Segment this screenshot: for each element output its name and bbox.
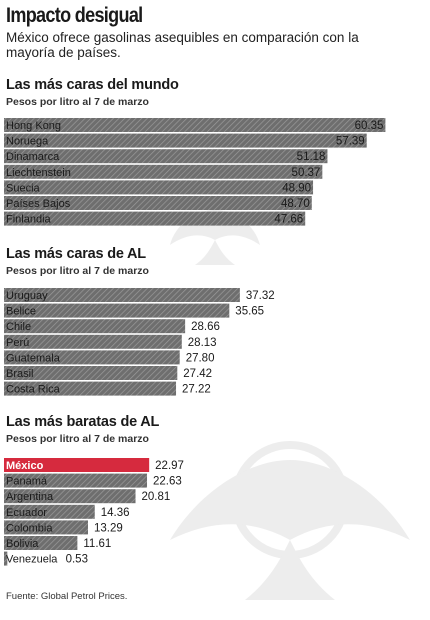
chart-al-most-expensive: Uruguay 37.32 Belice 35.65 Chile 28.66 Perú 28.…	[0, 288, 430, 400]
page-subtitle: México ofrece gasolinas asequibles en co…	[6, 30, 359, 60]
category-label-ecuador: Ecuador	[6, 507, 47, 519]
category-label-peru: Perú	[6, 337, 29, 349]
chart-world-svg: Hong Kong 60.35 Noruega 57.39 Dinamarca 51.18…	[4, 118, 386, 226]
value-label-costa-rica: 27.22	[182, 384, 211, 396]
value-label-argentina: 20.81	[142, 491, 171, 503]
category-label-finlandia: Finlandia	[6, 214, 52, 226]
bar-bolivia	[4, 536, 78, 550]
value-label-belice: 35.65	[235, 306, 264, 318]
bar-hong-kong	[4, 118, 386, 132]
category-label-venezuela: Venezuela	[6, 554, 58, 566]
bar-ecuador	[4, 504, 95, 519]
bar-colombia	[4, 520, 88, 535]
value-label-peru: 28.13	[188, 337, 217, 349]
bar-mexico	[4, 458, 150, 472]
bar-venezuela	[4, 551, 8, 566]
value-label-venezuela: 0.53	[66, 554, 88, 566]
value-label-noruega: 57.39	[336, 136, 365, 148]
bar-chile	[4, 319, 186, 334]
value-label-mexico: 22.97	[155, 460, 184, 472]
value-label-liechtenstein: 50.37	[292, 167, 321, 179]
category-label-uruguay: Uruguay	[6, 290, 48, 302]
value-label-suecia: 48.90	[282, 182, 311, 194]
category-label-brasil: Brasil	[6, 368, 34, 380]
category-label-guatemala: Guatemala	[6, 352, 61, 364]
bar-dinamarca	[4, 149, 328, 164]
chart-world-most-expensive: Hong Kong 60.35 Noruega 57.39 Dinamarca 51.18…	[0, 118, 430, 230]
category-label-costa-rica: Costa Rica	[6, 384, 61, 396]
page-title: Impacto desigual	[6, 4, 143, 27]
value-label-brasil: 27.42	[183, 368, 212, 380]
category-label-chile: Chile	[6, 321, 31, 333]
chart-al-cheapest: México 22.97 Panamá 22.63 Argentina 20.81 Ecua…	[0, 458, 430, 570]
bar-suecia	[4, 180, 314, 195]
bar-belice	[4, 303, 230, 318]
section-subtitle-world: Pesos por litro al 7 de marzo	[6, 96, 149, 108]
category-label-colombia: Colombia	[6, 522, 53, 534]
bar-paises-bajos	[4, 196, 312, 210]
category-label-panama: Panamá	[6, 476, 48, 488]
value-label-uruguay: 37.32	[246, 290, 275, 302]
value-label-bolivia: 11.61	[83, 538, 111, 550]
bar-panama	[4, 473, 148, 488]
bar-noruega	[4, 133, 367, 148]
category-label-argentina: Argentina	[6, 491, 54, 503]
category-label-paises-bajos: Países Bajos	[6, 198, 71, 210]
bar-guatemala	[4, 350, 180, 365]
category-label-suecia: Suecia	[6, 182, 41, 194]
category-label-belice: Belice	[6, 306, 36, 318]
bar-finlandia	[4, 211, 306, 226]
value-label-panama: 22.63	[153, 476, 182, 488]
category-label-dinamarca: Dinamarca	[6, 151, 60, 163]
value-label-finlandia: 47.66	[274, 214, 303, 226]
section-title-al-cheapest: Las más baratas de AL	[6, 414, 160, 430]
section-subtitle-al-cheapest: Pesos por litro al 7 de marzo	[6, 433, 149, 445]
section-subtitle-al-expensive: Pesos por litro al 7 de marzo	[6, 265, 149, 277]
value-label-chile: 28.66	[191, 321, 220, 333]
category-label-bolivia: Bolivia	[6, 538, 39, 550]
category-label-noruega: Noruega	[6, 136, 49, 148]
value-label-dinamarca: 51.18	[297, 151, 326, 163]
category-label-liechtenstein: Liechtenstein	[6, 167, 71, 179]
section-title-al-expensive: Las más caras de AL	[6, 246, 146, 262]
bar-brasil	[4, 366, 178, 380]
bar-argentina	[4, 489, 136, 504]
value-label-colombia: 13.29	[94, 522, 123, 534]
category-label-hong-kong: Hong Kong	[6, 120, 61, 132]
value-label-paises-bajos: 48.70	[281, 198, 310, 210]
bar-costa-rica	[4, 381, 177, 396]
chart-al-cheapest-svg: México 22.97 Panamá 22.63 Argentina 20.81 Ecua…	[4, 458, 184, 566]
value-label-ecuador: 14.36	[101, 507, 130, 519]
value-label-hong-kong: 60.35	[355, 120, 384, 132]
bar-peru	[4, 334, 182, 349]
category-label-mexico: México	[6, 460, 44, 472]
source-note: Fuente: Global Petrol Prices.	[6, 591, 128, 602]
bar-uruguay	[4, 288, 240, 302]
section-title-world: Las más caras del mundo	[6, 77, 179, 93]
value-label-guatemala: 27.80	[186, 352, 215, 364]
chart-al-expensive-svg: Uruguay 37.32 Belice 35.65 Chile 28.66 Perú 28.…	[4, 288, 275, 396]
bar-liechtenstein	[4, 164, 323, 179]
